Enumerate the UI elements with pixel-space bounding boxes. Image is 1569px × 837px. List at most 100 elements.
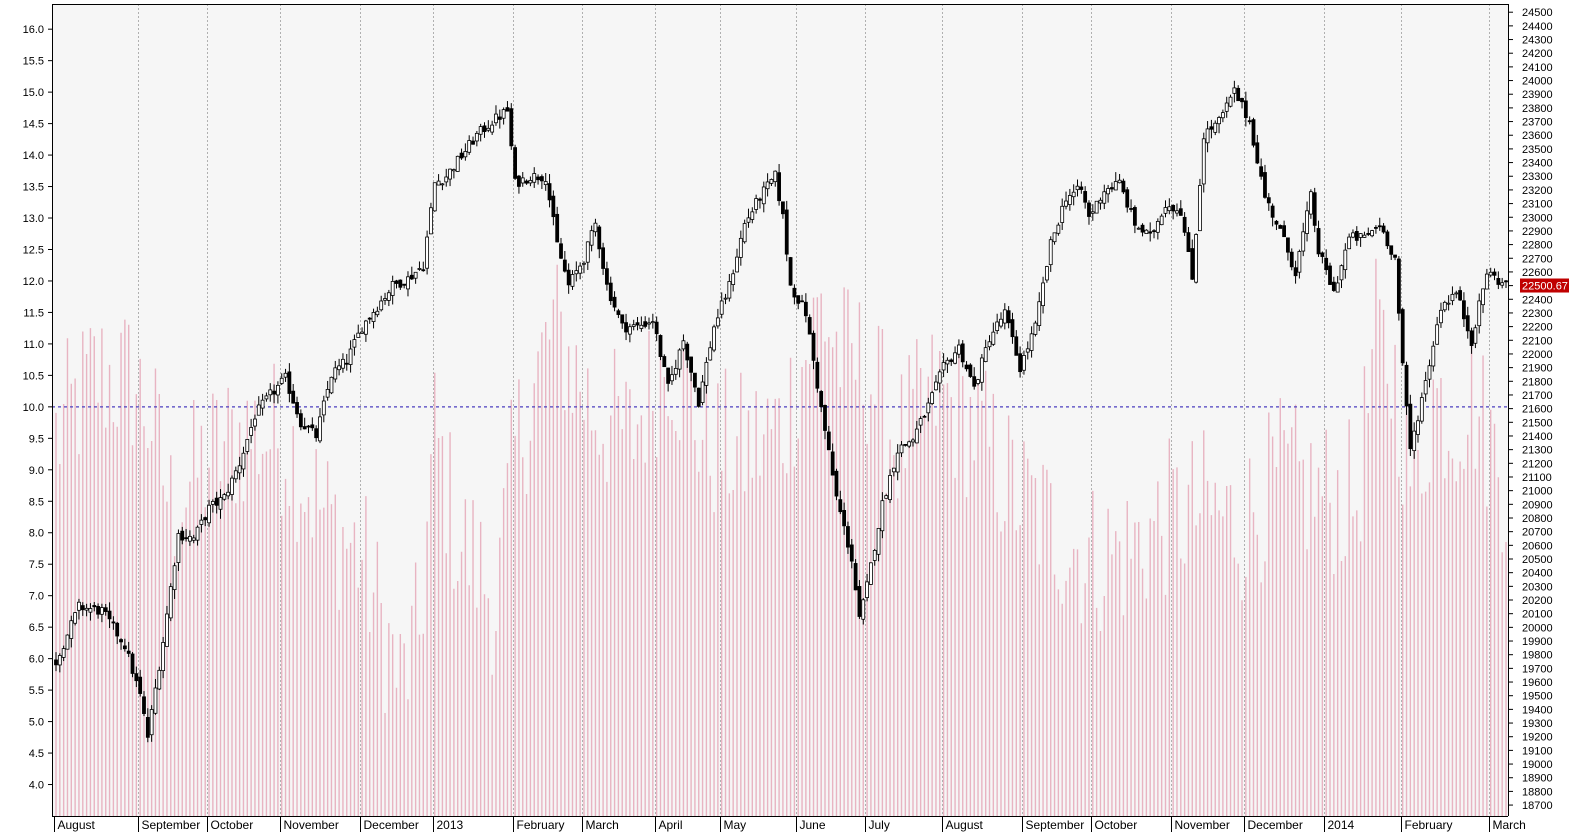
candle-body — [375, 310, 380, 316]
candle-body — [1182, 216, 1187, 233]
candle-body — [119, 639, 123, 643]
candle-body — [823, 404, 827, 431]
right-tick-label: 22600 — [1522, 267, 1553, 279]
right-tick-label: 18900 — [1522, 773, 1553, 785]
candle-body — [321, 400, 326, 416]
candle-body — [597, 226, 602, 250]
candle-body — [964, 364, 969, 370]
candle-body — [773, 170, 778, 183]
candle-body — [490, 124, 495, 133]
candle-body — [379, 300, 384, 311]
candle-body — [888, 475, 892, 501]
right-tick-label: 23400 — [1522, 158, 1553, 170]
candle-body — [914, 428, 919, 444]
left-tick-label: 12.5 — [23, 244, 44, 256]
candle-body — [907, 441, 912, 447]
right-tick-label: 21500 — [1522, 417, 1553, 429]
left-tick-label: 8.5 — [29, 496, 44, 508]
candle-body — [1117, 179, 1122, 184]
right-tick-label: 21000 — [1522, 486, 1553, 498]
candle-body — [115, 622, 120, 637]
left-tick-label: 14.0 — [23, 150, 44, 162]
candle-body — [605, 268, 609, 285]
candle-body — [999, 318, 1003, 327]
candle-body — [1400, 309, 1405, 364]
left-tick-label: 11.0 — [23, 339, 44, 351]
candle-body — [960, 343, 965, 363]
candle-body — [1370, 230, 1374, 237]
candle-body — [73, 612, 78, 624]
candle-body — [781, 201, 785, 215]
candle-body — [1286, 237, 1290, 253]
candle-body — [1270, 205, 1275, 218]
candle-body — [1439, 309, 1443, 324]
month-label: March — [1493, 818, 1526, 832]
candle-body — [884, 495, 889, 499]
candle-body — [398, 279, 403, 288]
candle-body — [918, 418, 923, 426]
candle-body — [1136, 227, 1141, 230]
candle-body — [1500, 282, 1505, 286]
left-tick-label: 4.0 — [29, 780, 44, 792]
month-label: November — [1175, 818, 1230, 832]
candle-body — [482, 125, 487, 133]
candle-body — [631, 324, 636, 327]
candle-body — [635, 322, 640, 326]
candle-body — [1404, 364, 1409, 407]
candle-body — [77, 601, 81, 611]
candle-body — [1025, 348, 1030, 353]
candle-body — [383, 298, 387, 301]
candle-body — [436, 180, 441, 186]
month-label: September — [1026, 818, 1085, 832]
month-label: February — [1405, 818, 1453, 832]
right-tick-label: 22700 — [1522, 253, 1553, 265]
month-label: December — [1248, 818, 1303, 832]
candle-body — [1435, 324, 1440, 345]
candle-body — [509, 108, 514, 147]
candle-body — [1312, 192, 1317, 226]
right-tick-label: 23000 — [1522, 212, 1553, 224]
candle-body — [1044, 266, 1049, 281]
candle-body — [1037, 301, 1042, 326]
candle-body — [842, 510, 847, 527]
candle-body — [532, 173, 537, 183]
candle-body — [857, 586, 862, 617]
candle-body — [272, 390, 276, 395]
candle-body — [409, 274, 414, 280]
left-tick-label: 10.5 — [23, 370, 44, 382]
candle-body — [188, 535, 192, 542]
candle-body — [765, 181, 770, 190]
candle-body — [371, 312, 376, 322]
month-label: August — [946, 818, 984, 832]
right-tick-label: 20700 — [1522, 527, 1553, 539]
candle-body — [352, 339, 357, 348]
candle-body — [1488, 271, 1493, 276]
candle-body — [417, 268, 422, 270]
candle-body — [1102, 191, 1107, 204]
candle-body — [1144, 229, 1149, 234]
candle-body — [474, 132, 479, 142]
candle-body — [704, 361, 709, 386]
candle-body — [1308, 191, 1313, 215]
candle-body — [497, 116, 502, 120]
candle-body — [100, 607, 104, 615]
candle-body — [1343, 249, 1348, 271]
candle-body — [180, 530, 185, 541]
candle-body — [880, 500, 885, 532]
candle-body — [1282, 225, 1287, 238]
candle-body — [1148, 231, 1153, 234]
candle-body — [872, 550, 877, 561]
candle-body — [1473, 327, 1478, 344]
candle-body — [306, 425, 311, 428]
month-label: October — [1095, 818, 1138, 832]
candle-body — [1201, 138, 1206, 185]
candle-body — [348, 348, 353, 365]
candle-body — [1140, 224, 1145, 233]
candle-body — [142, 696, 146, 714]
candle-body — [341, 358, 345, 369]
candle-body — [968, 364, 973, 377]
candle-body — [1278, 225, 1283, 229]
candle-body — [1358, 233, 1363, 238]
candle-body — [1374, 227, 1378, 229]
